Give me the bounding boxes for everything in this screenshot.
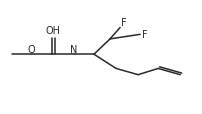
Text: N: N (70, 44, 78, 54)
Text: O: O (28, 45, 36, 54)
Text: F: F (142, 30, 147, 40)
Text: F: F (121, 18, 127, 28)
Text: OH: OH (45, 26, 60, 36)
